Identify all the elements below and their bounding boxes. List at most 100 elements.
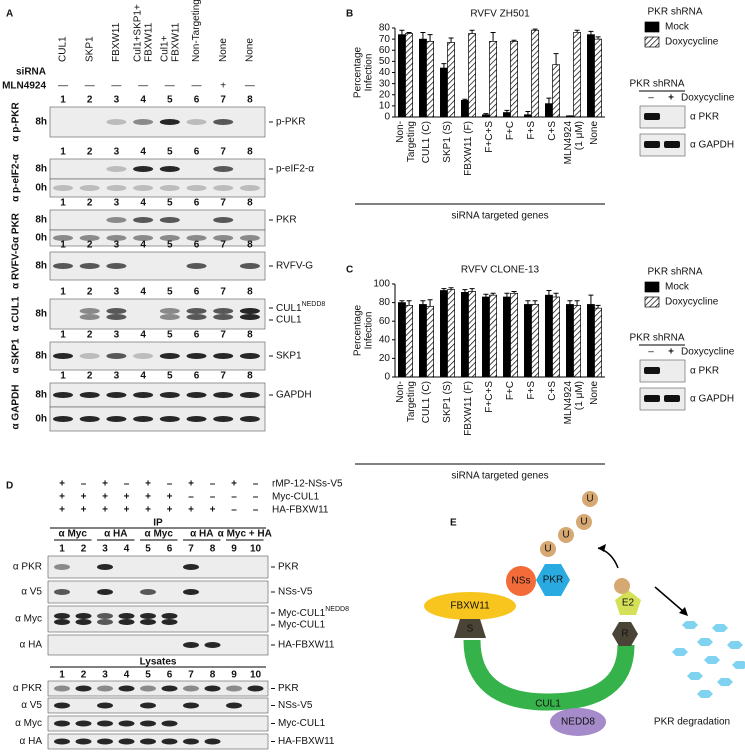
condition-name: Myc-CUL1 xyxy=(272,492,320,503)
band xyxy=(75,738,92,745)
lane-number: 10 xyxy=(250,670,262,681)
inset-row-label: α PKR xyxy=(690,366,719,377)
band xyxy=(79,353,100,359)
error-bar xyxy=(469,29,475,34)
bar xyxy=(468,291,476,378)
lane-number: 5 xyxy=(167,240,173,251)
y-axis-label: PercentageInfection xyxy=(352,304,374,356)
antibody-label: α p-eIF2-α xyxy=(11,153,22,202)
band xyxy=(664,141,680,148)
band xyxy=(140,685,156,692)
x-tick-label: F+C+S xyxy=(484,121,495,153)
degradation-arrow xyxy=(654,586,685,613)
lane-number: 3 xyxy=(114,240,120,251)
panel-letter: A xyxy=(6,9,13,20)
lane-number: 7 xyxy=(220,371,226,382)
bar xyxy=(461,99,469,118)
band xyxy=(106,416,127,422)
condition-mark: + xyxy=(167,505,173,516)
x-tick-label: C+S xyxy=(547,381,558,401)
lane-number: 1 xyxy=(60,95,66,106)
lane-number: 6 xyxy=(194,330,200,341)
blot xyxy=(47,605,269,633)
bar xyxy=(594,38,602,118)
column-header: SKP1 xyxy=(84,36,95,62)
error-bar xyxy=(483,113,489,115)
band xyxy=(75,720,92,727)
band xyxy=(97,685,113,692)
x-tick-label: F+C+S xyxy=(484,381,495,413)
time-label: 8h xyxy=(35,117,47,128)
antibody-label: α GAPDH xyxy=(11,384,22,429)
band xyxy=(79,185,100,191)
lane-number: 8 xyxy=(247,330,253,341)
panel-letter: D xyxy=(6,481,13,492)
bar xyxy=(489,40,497,118)
bar xyxy=(405,33,413,118)
blot xyxy=(47,580,269,604)
lane-number: 2 xyxy=(87,330,93,341)
y-axis-label: PercentageInfection xyxy=(352,46,374,98)
inset-column: – xyxy=(648,347,654,358)
lane-number: 9 xyxy=(231,544,237,555)
y-tick-label: 80 xyxy=(379,297,391,308)
band xyxy=(239,353,260,359)
band-label: PKR xyxy=(276,215,297,226)
y-tick-label: 40 xyxy=(379,334,391,345)
blot xyxy=(639,133,686,157)
band xyxy=(159,353,180,359)
treatment-mark: — xyxy=(245,81,255,92)
error-bar xyxy=(490,31,496,42)
error-bar xyxy=(511,290,517,294)
error-bar xyxy=(448,287,454,290)
antibody-label: α Myc xyxy=(15,614,42,625)
inset-column-label: Doxycycline xyxy=(681,347,735,358)
band-label: NSs-V5 xyxy=(278,587,313,598)
y-tick-label: 20 xyxy=(379,89,391,100)
antibody-label: α PKR xyxy=(11,212,22,243)
error-bar xyxy=(406,31,412,34)
bar xyxy=(573,32,581,118)
bar xyxy=(531,29,539,118)
inset-title: PKR shRNA xyxy=(629,333,684,344)
band xyxy=(106,119,127,125)
legend-label: Doxycycline xyxy=(665,37,719,48)
column-header: None xyxy=(245,38,256,62)
band xyxy=(118,619,135,625)
condition-mark: – xyxy=(167,479,173,490)
bar xyxy=(489,294,497,378)
condition-mark: + xyxy=(145,479,151,490)
diagram-label: NEDD8 xyxy=(561,717,595,728)
lane-number: 9 xyxy=(231,670,237,681)
legend-label: Mock xyxy=(665,22,690,33)
band xyxy=(140,720,156,727)
lane-number: 8 xyxy=(210,544,216,555)
band xyxy=(140,613,156,619)
condition-mark: – xyxy=(188,492,194,503)
error-bar xyxy=(532,28,538,31)
lane-number: 7 xyxy=(220,330,226,341)
band xyxy=(204,685,221,692)
band xyxy=(54,738,70,745)
bar xyxy=(587,34,595,118)
column-header: Non-Targeting xyxy=(191,0,202,62)
band xyxy=(53,235,73,241)
y-tick-label: 20 xyxy=(379,353,391,364)
transfer-arrow xyxy=(597,547,619,569)
ip-title: IP xyxy=(153,518,163,529)
band xyxy=(79,314,100,320)
band xyxy=(106,166,127,172)
band xyxy=(133,119,154,125)
condition-mark: + xyxy=(81,505,87,516)
band xyxy=(183,685,199,692)
time-label: 8h xyxy=(35,261,47,272)
error-bar xyxy=(420,31,426,40)
band-label: p-eIF2-α xyxy=(276,164,314,175)
bar xyxy=(398,34,406,118)
lane-number: 8 xyxy=(247,240,253,251)
bar xyxy=(552,296,560,378)
band xyxy=(213,392,234,398)
bar xyxy=(447,42,455,118)
y-tick-label: 100 xyxy=(373,279,390,290)
band xyxy=(183,564,199,570)
